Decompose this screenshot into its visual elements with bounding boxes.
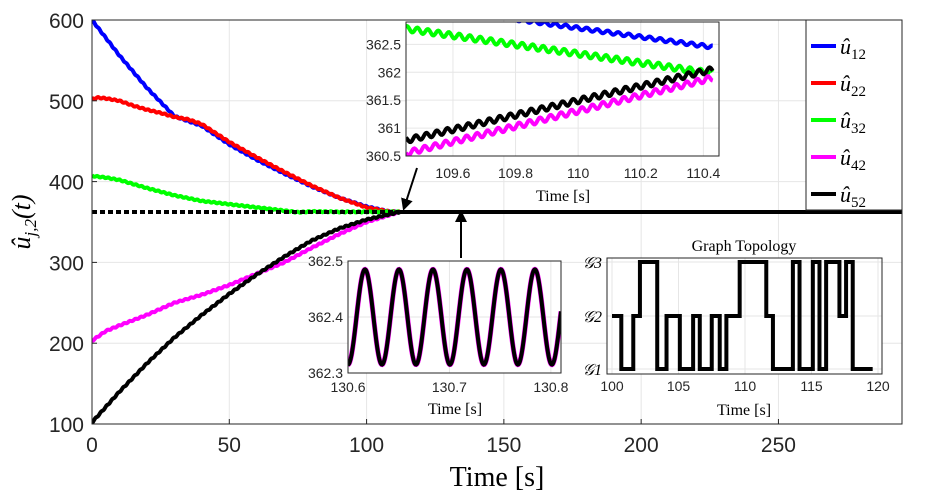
main-tick-labels: 0 50 100 150 200 250 100 200 300 400 500 600 [49, 10, 796, 457]
top-ytick-label: 360.5 [366, 148, 401, 164]
main-xtick-label: 250 [761, 434, 796, 457]
graph-xtick-label: 115 [800, 378, 823, 394]
top-series-û52 [406, 65, 715, 145]
top-xtick-label: 109.8 [498, 165, 533, 181]
main-xtick-label: 0 [86, 434, 98, 457]
main-xtick-label: 50 [218, 434, 241, 457]
graph-ytick-label: 𝒢3 [583, 255, 602, 272]
inset-graph-box [606, 257, 883, 375]
main-xlabel: Time [s] [450, 462, 545, 493]
inset-graph: 100 105 110 115 120 𝒢1 𝒢2 𝒢3 Graph Topology Tim… [583, 238, 890, 419]
graph-xtick-label: 120 [866, 378, 890, 394]
top-ytick-label: 362 [378, 64, 402, 80]
top-ytick-label: 362.5 [366, 36, 401, 52]
top-xtick-label: 110.4 [686, 165, 720, 181]
top-ytick-label: 361 [378, 120, 402, 136]
main-ytick-label: 500 [49, 91, 84, 114]
inset-top-box [405, 21, 720, 157]
main-xtick-label: 150 [486, 434, 521, 457]
bottom-series-û52 [348, 267, 561, 367]
inset-top: 109.6 109.8 110 110.2 110.4 360.5 361 361.5 362 3… [366, 21, 721, 205]
bottom-ytick-label: 362.3 [308, 365, 343, 381]
graph-xtick-label: 110 [734, 378, 757, 394]
main-ytick-label: 300 [49, 252, 84, 275]
top-ytick-label: 361.5 [366, 92, 401, 108]
top-series-û12 [515, 22, 713, 51]
main-series-û52 [92, 210, 401, 424]
graph-ytick-label: 𝒢1 [583, 362, 602, 379]
main-ytick-label: 400 [49, 172, 84, 195]
inset-bottom-xlabel: Time [s] [428, 401, 482, 418]
main-series-û22 [92, 94, 401, 215]
graph-xtick-label: 105 [667, 378, 691, 394]
graph-xtick-label: 100 [600, 378, 624, 394]
arrow-to-top-inset [401, 167, 418, 211]
inset-graph-title: Graph Topology [692, 238, 797, 255]
inset-bottom-box [347, 260, 562, 374]
main-xtick-label: 100 [349, 434, 384, 457]
top-xtick-label: 110.2 [624, 165, 658, 181]
top-series-û42 [406, 74, 714, 156]
inset-bottom: 130.6 130.7 130.8 362.3 362.4 362.5 Time [s] [308, 253, 569, 418]
main-axes-box [91, 19, 903, 425]
top-series-û32 [406, 23, 715, 78]
main-ylabel: ûj,2(t) [7, 194, 40, 249]
main-ytick-label: 600 [49, 10, 84, 33]
main-ytick-label: 100 [49, 414, 84, 437]
top-xtick-label: 109.6 [435, 165, 470, 181]
main-ytick-label: 200 [49, 333, 84, 356]
bottom-xtick-label: 130.8 [533, 379, 568, 395]
graph-topology-step-line [612, 260, 873, 371]
legend-box [805, 19, 903, 211]
main-xtick-label: 200 [624, 434, 659, 457]
inset-top-xlabel: Time [s] [536, 188, 590, 205]
top-xtick-label: 110 [567, 165, 590, 181]
bottom-ytick-label: 362.5 [308, 253, 343, 269]
graph-ytick-label: 𝒢2 [583, 309, 602, 326]
bottom-xtick-label: 130.6 [330, 379, 365, 395]
main-series-û32 [92, 173, 401, 215]
inset-graph-xlabel: Time [s] [717, 402, 771, 419]
main-series-û42 [92, 210, 401, 343]
bottom-xtick-label: 130.7 [432, 379, 467, 395]
bottom-ytick-label: 362.4 [308, 309, 343, 325]
